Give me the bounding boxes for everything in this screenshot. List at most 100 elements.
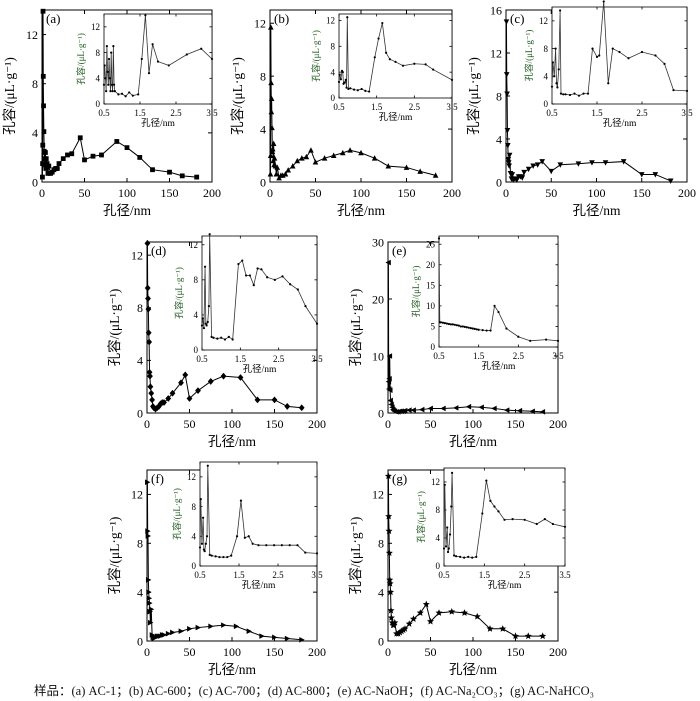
inset-data-point	[457, 324, 460, 327]
inset-data-point	[455, 555, 458, 558]
inset-x-tick-label: 0.5	[438, 570, 450, 580]
inset-x-tick-label: 0.5	[196, 354, 208, 364]
data-point	[575, 161, 582, 167]
inset-data-point	[377, 37, 380, 40]
main-x-tick-label: 200	[678, 186, 696, 200]
main-x-tick-label: 50	[545, 186, 557, 200]
main-y-tick-label: 8	[378, 537, 384, 551]
inset-data-point	[205, 535, 209, 538]
y-axis-label: 孔容/(μL·g⁻¹)	[106, 289, 122, 367]
inset-x-axis-label: 孔径/nm	[379, 111, 413, 123]
data-point	[195, 387, 201, 395]
caption-sep: ；	[497, 684, 511, 698]
main-y-tick-label: 12	[254, 17, 266, 31]
inset-data-point	[315, 552, 319, 555]
main-y-tick-label: 0	[260, 175, 266, 189]
inset-y-axis-label: 孔容/(μL·g⁻¹)	[523, 30, 534, 82]
data-point	[419, 406, 425, 413]
inset-data-point	[471, 556, 474, 559]
main-y-tick-label: 0	[137, 406, 143, 420]
data-point	[652, 172, 659, 178]
inset-y-tick-label: 25	[426, 239, 436, 249]
inset-data-point	[424, 63, 427, 66]
inset-data-point	[243, 536, 246, 539]
inset-x-tick-label: 1.5	[235, 354, 247, 364]
main-x-tick-label: 200	[549, 417, 567, 431]
inset-data-point	[288, 544, 291, 547]
main-y-tick-label: 8	[137, 537, 143, 551]
data-point	[178, 379, 184, 387]
x-axis-label: 孔径/nm	[103, 203, 152, 218]
inset-data-point	[654, 54, 657, 57]
data-point	[268, 79, 274, 86]
data-point	[340, 149, 346, 156]
inset-data-point	[384, 51, 388, 54]
inset-data-point	[485, 329, 488, 332]
inset-y-tick-label: 4	[331, 67, 336, 77]
data-point	[148, 606, 155, 613]
inset-y-axis-label: 孔容/(μL·g⁻¹)	[173, 267, 184, 319]
data-point	[509, 172, 516, 178]
inset-data-point	[206, 464, 209, 467]
caption-item-b: (b) AC-600	[128, 684, 187, 698]
inset-data-point	[220, 336, 223, 339]
inset-data-point	[273, 544, 276, 547]
data-point	[270, 140, 277, 147]
inset-data-point	[201, 317, 204, 320]
inset-x-tick-label: 1.5	[473, 351, 485, 361]
data-point	[602, 160, 609, 166]
data-point	[387, 588, 395, 596]
inset-data-point	[467, 555, 470, 559]
inset-data-point	[493, 505, 496, 508]
inset-data-point	[107, 57, 111, 61]
inset-data-point	[239, 499, 243, 502]
inset-data-point	[465, 326, 468, 329]
main-x-tick-label: 200	[308, 417, 326, 431]
inset-x-tick-label: 0.5	[194, 570, 206, 580]
data-point	[149, 396, 155, 404]
x-axis-label: 孔径/nm	[449, 662, 498, 677]
inset-data-point	[203, 550, 206, 553]
data-point	[147, 600, 153, 606]
inset-data-point	[505, 327, 508, 330]
inset-x-axis-label: 孔径/nm	[242, 579, 276, 591]
inset-data-point	[556, 86, 559, 89]
panel-label: (d)	[151, 243, 166, 258]
data-point	[207, 378, 214, 385]
data-point	[144, 284, 151, 292]
inset-data-point	[551, 522, 555, 526]
inset-data-point	[111, 90, 114, 93]
inset-y-tick-label: 0	[192, 561, 197, 571]
inset-data-point	[445, 322, 449, 325]
data-point	[145, 528, 151, 534]
inset-data-point	[235, 535, 239, 538]
panel-label: (e)	[392, 243, 406, 258]
x-axis-label: 孔径/nm	[208, 662, 257, 677]
main-y-tick-label: 0	[32, 175, 38, 189]
inset-data-point	[503, 518, 506, 521]
inset-data-point	[459, 555, 462, 559]
data-point	[432, 172, 439, 178]
inset-data-point	[432, 68, 435, 71]
data-point	[387, 387, 393, 393]
inset-y-tick-label: 4	[96, 74, 101, 84]
inset-data-point	[360, 87, 363, 91]
inset-data-point	[227, 335, 230, 338]
data-point	[254, 396, 261, 404]
inset-y-tick-label: 0	[544, 99, 549, 109]
data-point	[406, 407, 412, 413]
inset-plot-frame	[551, 6, 688, 105]
inset-plot-frame	[438, 235, 559, 348]
inset-x-tick-label: 1.5	[134, 108, 146, 118]
inset-data-point	[555, 82, 558, 85]
inset-data-point	[577, 94, 581, 97]
inset-data-point	[347, 87, 350, 91]
inset-y-tick-label: 8	[436, 505, 441, 515]
data-point	[387, 614, 395, 621]
data-point	[402, 407, 408, 414]
inset-plot: 0.5 1.5 2.5 3.5 0 4 8 12 孔径/nm 孔容/(μL·g⁻¹)	[415, 467, 571, 591]
inset-data-point	[485, 479, 488, 482]
main-x-tick-label: 200	[308, 645, 326, 659]
data-point	[147, 372, 153, 380]
data-point	[505, 160, 512, 166]
